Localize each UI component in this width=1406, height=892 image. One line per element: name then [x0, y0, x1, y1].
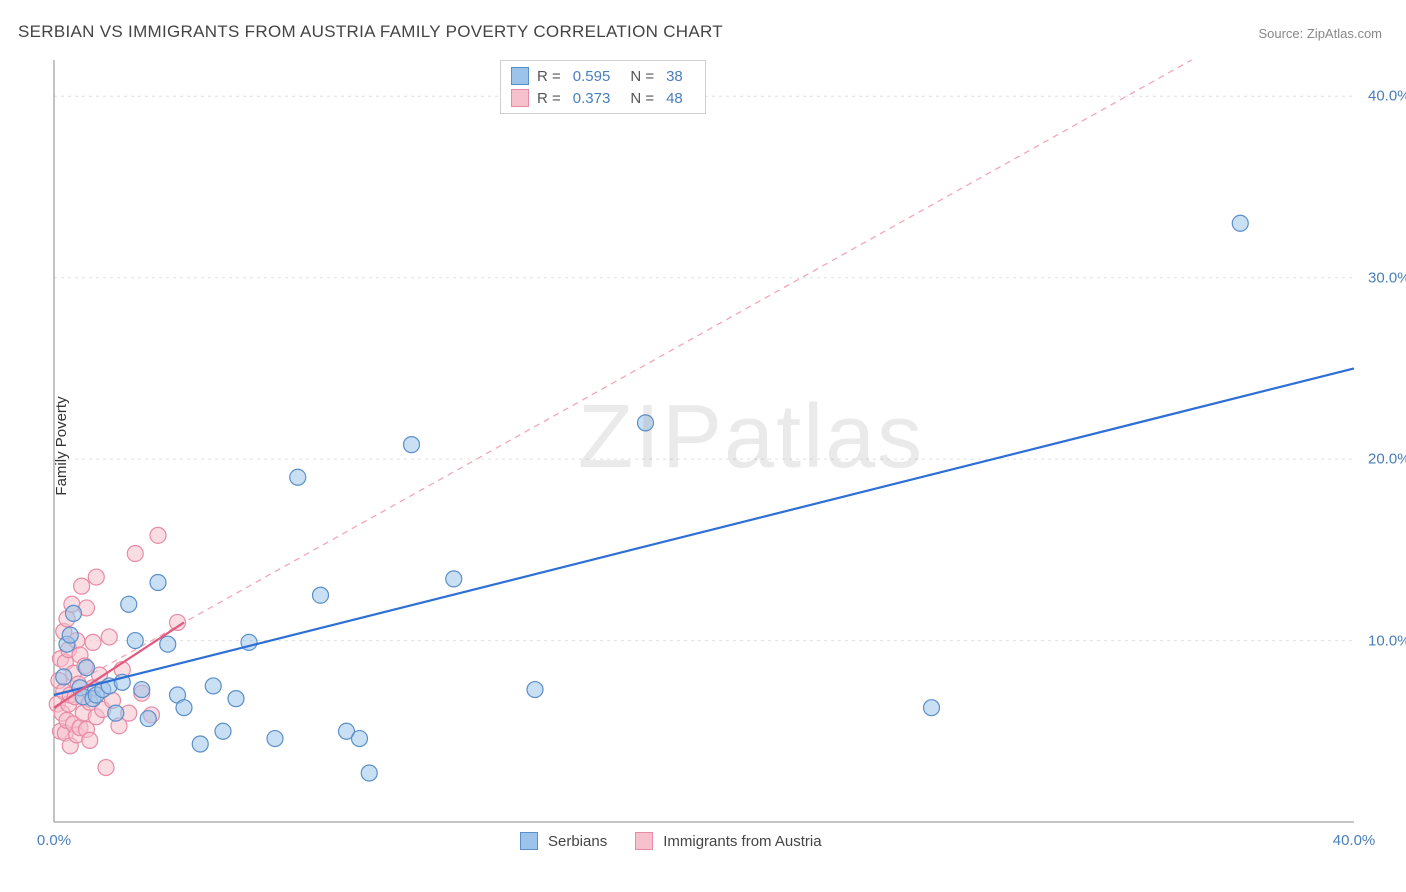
data-point	[88, 569, 104, 585]
legend-row: R = 0.595 N = 38	[511, 65, 695, 87]
data-point	[101, 629, 117, 645]
data-point	[1232, 215, 1248, 231]
y-tick-label: 20.0%	[1368, 451, 1406, 468]
data-point	[638, 415, 654, 431]
data-point	[98, 760, 114, 776]
data-point	[228, 691, 244, 707]
data-point	[267, 731, 283, 747]
y-tick-label: 40.0%	[1368, 88, 1406, 105]
source-attribution: Source: ZipAtlas.com	[1258, 26, 1382, 41]
legend-r-label: R =	[537, 90, 561, 107]
data-point	[160, 636, 176, 652]
data-point	[205, 678, 221, 694]
correlation-legend: R = 0.595 N = 38 R = 0.373 N = 48	[500, 60, 706, 114]
data-point	[127, 545, 143, 561]
legend-swatch	[520, 832, 538, 850]
data-point	[150, 527, 166, 543]
legend-n-value: 48	[666, 90, 683, 107]
data-point	[127, 633, 143, 649]
data-point	[924, 700, 940, 716]
x-tick-label: 40.0%	[1333, 832, 1376, 849]
legend-series-label: Immigrants from Austria	[663, 833, 821, 850]
legend-series-label: Serbians	[548, 833, 607, 850]
data-point	[527, 682, 543, 698]
legend-n-value: 38	[666, 68, 683, 85]
data-point	[62, 627, 78, 643]
data-point	[108, 705, 124, 721]
data-point	[66, 605, 82, 621]
y-tick-label: 30.0%	[1368, 269, 1406, 286]
legend-n-label: N =	[630, 68, 654, 85]
data-point	[79, 660, 95, 676]
data-point	[290, 469, 306, 485]
legend-r-label: R =	[537, 68, 561, 85]
data-point	[150, 575, 166, 591]
trend-line	[54, 368, 1354, 695]
legend-swatch	[635, 832, 653, 850]
data-point	[82, 732, 98, 748]
data-point	[215, 723, 231, 739]
data-point	[140, 711, 156, 727]
x-tick-label: 0.0%	[37, 832, 71, 849]
data-point	[176, 700, 192, 716]
scatter-plot	[48, 56, 1378, 832]
chart-title: SERBIAN VS IMMIGRANTS FROM AUSTRIA FAMIL…	[18, 22, 723, 42]
data-point	[192, 736, 208, 752]
data-point	[74, 578, 90, 594]
legend-swatch	[511, 67, 529, 85]
y-tick-label: 10.0%	[1368, 632, 1406, 649]
data-point	[352, 731, 368, 747]
legend-r-value: 0.595	[573, 68, 611, 85]
legend-row: R = 0.373 N = 48	[511, 87, 695, 109]
legend-n-label: N =	[630, 90, 654, 107]
legend-swatch	[511, 89, 529, 107]
data-point	[313, 587, 329, 603]
data-point	[404, 437, 420, 453]
data-point	[85, 634, 101, 650]
legend-r-value: 0.373	[573, 90, 611, 107]
data-point	[121, 596, 137, 612]
data-point	[134, 682, 150, 698]
series-legend: Serbians Immigrants from Austria	[520, 832, 840, 850]
data-point	[361, 765, 377, 781]
data-point	[446, 571, 462, 587]
data-point	[56, 669, 72, 685]
chart-area: ZIPatlas R =0.595N =38R =0.373N =48 Serb…	[48, 56, 1378, 832]
